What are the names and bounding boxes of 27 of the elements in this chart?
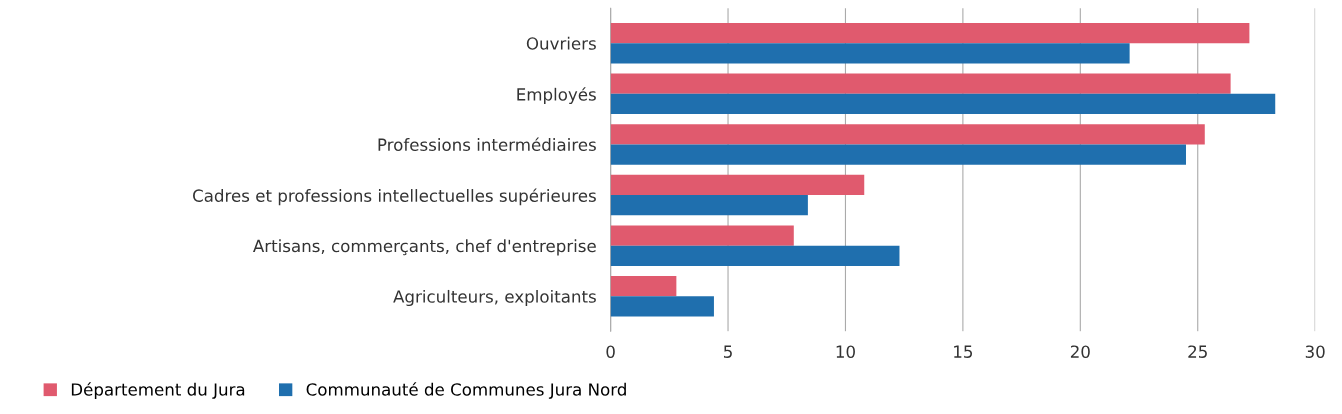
y-tick-label: Ouvriers	[526, 36, 596, 50]
bar	[610, 43, 1130, 64]
bar	[610, 195, 808, 216]
x-tick-label: 0	[606, 345, 615, 358]
bar	[610, 73, 1231, 94]
x-tick-label: 30	[1305, 345, 1325, 358]
y-tick-label: Artisans, commerçants, chef d'entreprise	[253, 239, 596, 256]
y-tick-label: Agriculteurs, exploitants	[393, 289, 596, 307]
bar	[610, 174, 865, 196]
legend-label: Communauté de Communes Jura Nord	[306, 382, 626, 399]
x-tick-label: 5	[724, 345, 732, 358]
x-tick-label: 25	[1188, 345, 1207, 358]
x-tick-label: 20	[1070, 345, 1090, 358]
x-tick-label: 15	[954, 345, 973, 358]
x-tick-label: 10	[836, 345, 855, 358]
bar	[610, 296, 714, 317]
bar	[610, 93, 1276, 115]
y-tick-label: Cadres et professions intellectuelles supérieures	[193, 188, 596, 206]
bar	[610, 144, 1186, 165]
legend-label: Département du Jura	[71, 382, 245, 399]
y-tick-label: Employés	[517, 87, 596, 104]
bar	[610, 124, 1205, 145]
bar	[610, 276, 677, 297]
bar	[610, 22, 1250, 44]
bar	[610, 225, 794, 246]
bar	[610, 245, 900, 266]
y-tick-label: Professions intermédiaires	[378, 137, 596, 151]
